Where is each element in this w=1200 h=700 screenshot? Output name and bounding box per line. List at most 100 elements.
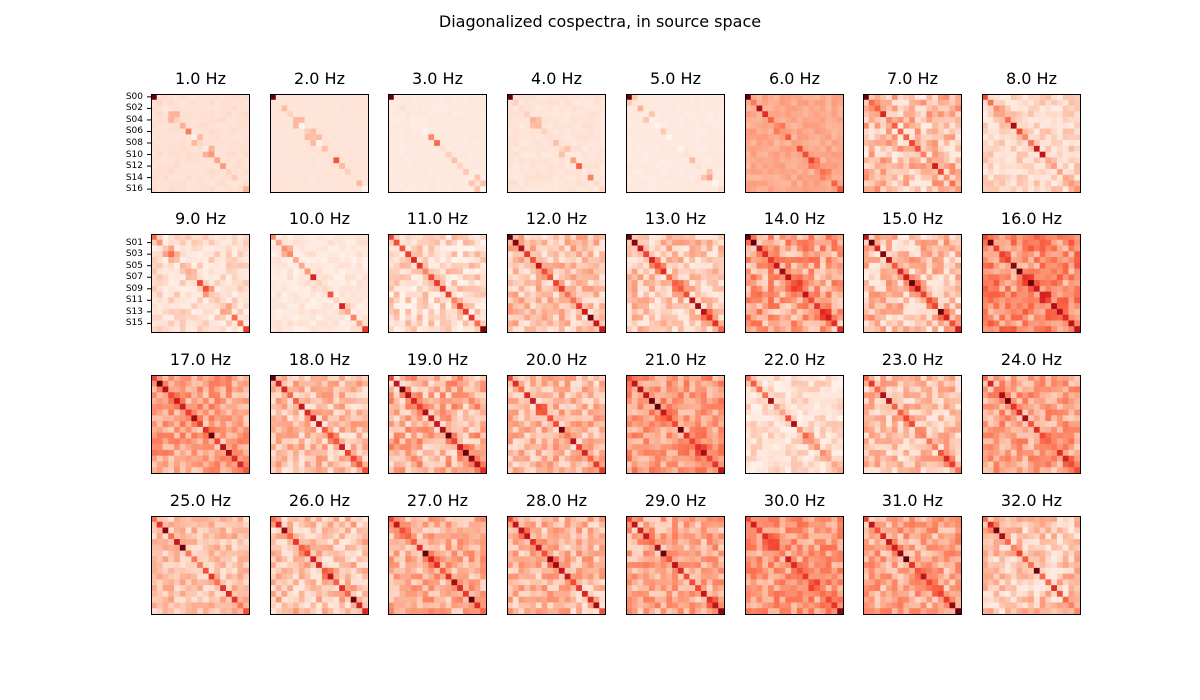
- heatmap-cell: [880, 234, 887, 241]
- heatmap-cell: [570, 117, 577, 124]
- heatmap-cell: [920, 297, 927, 304]
- heatmap-cell: [316, 239, 323, 246]
- heatmap-cell: [191, 174, 198, 181]
- heatmap-cell: [819, 303, 827, 310]
- heatmap-cell: [949, 234, 956, 241]
- heatmap-cell: [243, 403, 250, 410]
- heatmap-cell: [796, 245, 804, 252]
- heatmap-cell: [920, 128, 927, 135]
- heatmap-cell: [886, 111, 893, 118]
- heatmap-cell: [462, 251, 470, 258]
- heatmap-cell: [576, 308, 583, 316]
- heatmap-cell: [225, 257, 233, 264]
- heatmap-cell: [231, 163, 238, 170]
- heatmap-cell: [339, 291, 346, 298]
- heatmap-cell: [920, 117, 927, 124]
- heatmap-cell: [237, 380, 244, 387]
- heatmap-cell: [982, 94, 989, 101]
- heatmap-cell: [762, 157, 769, 164]
- heatmap-cell: [518, 151, 525, 158]
- heatmap-cell: [237, 409, 244, 416]
- heatmap-cell: [518, 297, 525, 304]
- heatmap-cell: [943, 186, 950, 193]
- heatmap-cell: [445, 94, 452, 101]
- heatmap-cell: [593, 251, 600, 258]
- heatmap-cell: [202, 380, 210, 387]
- heatmap-cell: [773, 326, 780, 333]
- heatmap-cell: [1016, 180, 1023, 187]
- heatmap-cell: [825, 285, 832, 293]
- heatmap-cell: [1010, 326, 1017, 333]
- heatmap-cell: [202, 140, 210, 147]
- heatmap-cell: [712, 262, 719, 269]
- heatmap-cell: [220, 245, 227, 252]
- ytick-label: S07: [125, 272, 143, 283]
- panel-title: 5.0 Hz: [650, 69, 701, 88]
- heatmap-cell: [695, 297, 702, 304]
- heatmap-cell: [202, 274, 210, 281]
- heatmap-cell: [649, 163, 656, 170]
- heatmap-cell: [185, 117, 192, 124]
- heatmap-cell: [225, 280, 233, 287]
- heatmap-cell: [891, 163, 898, 170]
- heatmap-cell: [570, 251, 577, 258]
- heatmap-cell: [197, 128, 204, 135]
- heatmap-cell: [825, 151, 832, 158]
- heatmap-cell: [270, 94, 277, 101]
- heatmap-cell: [445, 268, 452, 275]
- heatmap-cell: [462, 94, 470, 101]
- heatmap-cell: [191, 280, 198, 287]
- heatmap-cell: [587, 303, 594, 310]
- heatmap-cell: [451, 257, 458, 264]
- heatmap-cell: [909, 117, 916, 124]
- heatmap-cell: [1022, 94, 1029, 101]
- heatmap-cell: [214, 438, 221, 445]
- heatmap-cell: [891, 297, 898, 304]
- heatmap-cell: [868, 134, 875, 141]
- heatmap-cell: [480, 314, 487, 321]
- heatmap-cell: [156, 409, 163, 416]
- heatmap-cell: [756, 291, 763, 298]
- heatmap-cell: [718, 285, 725, 293]
- heatmap-cell: [270, 297, 277, 304]
- heatmap-cell: [541, 245, 548, 252]
- heatmap-cell: [202, 314, 210, 321]
- heatmap-cell: [654, 174, 661, 181]
- heatmap-cell: [507, 99, 514, 106]
- heatmap-cell: [1010, 140, 1017, 147]
- heatmap-cell: [660, 99, 667, 106]
- heatmap-cell: [666, 180, 673, 187]
- heatmap-cell: [1045, 134, 1052, 141]
- heatmap-cell: [468, 291, 475, 298]
- heatmap-cell: [208, 245, 215, 252]
- heatmap-cell: [243, 291, 250, 298]
- heatmap-cell: [564, 168, 571, 176]
- heatmap-cell: [649, 239, 656, 246]
- heatmap-cell: [1051, 303, 1058, 310]
- heatmap-matrix: [982, 234, 1081, 333]
- heatmap-cell: [779, 174, 786, 181]
- heatmap-cell: [920, 174, 927, 181]
- heatmap-cell: [1062, 111, 1069, 118]
- heatmap-cell: [434, 268, 441, 275]
- heatmap-cell: [926, 268, 933, 275]
- heatmap-cell: [909, 251, 916, 258]
- heatmap-cell: [362, 151, 369, 158]
- heatmap-cell: [298, 186, 305, 193]
- heatmap-cell: [327, 174, 334, 181]
- heatmap-cell: [712, 326, 719, 333]
- heatmap-cell: [243, 151, 250, 158]
- heatmap-cell: [310, 145, 317, 153]
- heatmap-cell: [214, 326, 221, 333]
- heatmap-cell: [362, 128, 369, 135]
- heatmap-cell: [197, 262, 204, 269]
- heatmap-cell: [468, 99, 475, 106]
- heatmap-cell: [208, 297, 215, 304]
- heatmap-cell: [814, 274, 821, 281]
- heatmap-cell: [949, 308, 956, 316]
- heatmap-cell: [298, 145, 305, 153]
- heatmap-cell: [762, 326, 769, 333]
- heatmap-cell: [599, 280, 606, 287]
- heatmap-cell: [333, 251, 340, 258]
- heatmap-cell: [897, 303, 904, 310]
